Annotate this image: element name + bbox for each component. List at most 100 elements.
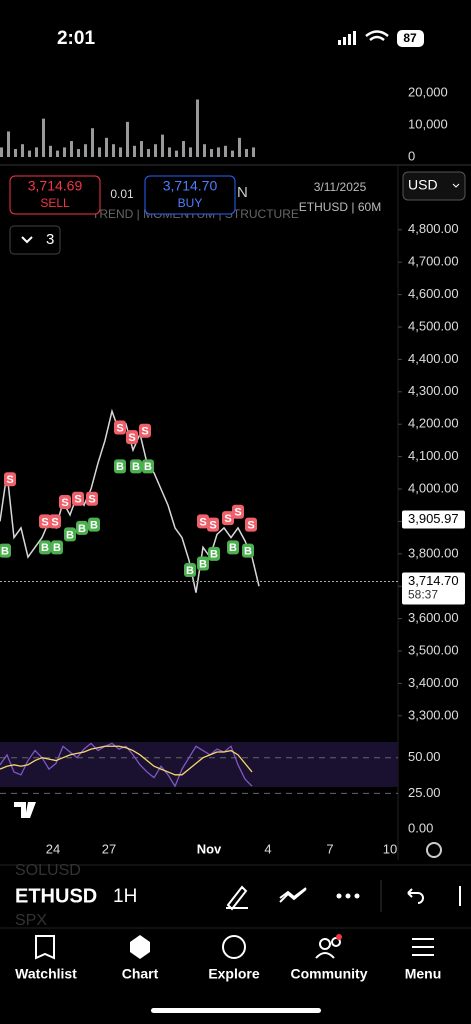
- battery: [397, 30, 424, 47]
- signal-label: B: [210, 549, 218, 561]
- signal-label: S: [234, 507, 241, 519]
- chart-icon[interactable]: [130, 935, 150, 959]
- settings-icon[interactable]: [426, 842, 442, 858]
- y-tick-label: 4,100.00: [408, 448, 459, 463]
- signal-marker: [86, 491, 98, 506]
- signal-label: B: [144, 461, 152, 473]
- symbol[interactable]: ETHUSD: [15, 885, 97, 907]
- tv-logo: [14, 802, 36, 818]
- y-tick-label: 3,600.00: [408, 610, 459, 625]
- clock: 2:01: [57, 28, 95, 49]
- volume-bar: [245, 149, 248, 157]
- x-tick-label: Nov: [197, 841, 222, 856]
- more-icon[interactable]: [336, 893, 360, 899]
- signal-label: S: [74, 494, 81, 506]
- signal-label: S: [61, 497, 68, 509]
- signal-label: B: [41, 542, 49, 554]
- signal-marker: [208, 546, 220, 561]
- signal-label: B: [66, 529, 74, 541]
- volume-bar: [238, 137, 241, 157]
- wifi-icon: [365, 30, 389, 41]
- signal-marker: [207, 517, 219, 532]
- y-tick-label: 50.00: [408, 749, 441, 764]
- home-indicator: [151, 1008, 321, 1013]
- volume-bar: [98, 147, 101, 157]
- signal-marker: [64, 527, 76, 542]
- signal-marker: [88, 517, 100, 532]
- volume-bar: [56, 150, 59, 157]
- countdown: 58:37: [408, 588, 438, 602]
- menu-icon[interactable]: [412, 938, 434, 956]
- indicator-toggle[interactable]: [9, 225, 61, 255]
- volume-bar: [189, 147, 192, 157]
- y-tick-label: 4,600.00: [408, 286, 459, 301]
- signal-label: S: [209, 520, 216, 532]
- x-tick-label: 7: [326, 841, 333, 856]
- signal-label: S: [141, 426, 148, 438]
- community-icon[interactable]: [315, 937, 341, 959]
- volume-bar: [133, 145, 136, 157]
- signal-label: S: [199, 516, 206, 528]
- signal-label: B: [199, 558, 207, 570]
- sell-price: 3,714.69: [28, 178, 83, 194]
- signal-marker: [242, 543, 254, 558]
- interval[interactable]: 1H: [113, 886, 137, 907]
- chevron: [21, 236, 33, 244]
- y-tick-label: 4,200.00: [408, 416, 459, 431]
- signal-marker: [114, 420, 126, 435]
- volume-bar: [42, 118, 45, 157]
- y-tick-label: 4,500.00: [408, 318, 459, 333]
- volume-bar: [224, 145, 227, 157]
- sell-button[interactable]: [9, 175, 101, 215]
- signal-label: S: [128, 432, 135, 444]
- signal-label: B: [53, 542, 61, 554]
- signal-label: S: [51, 516, 58, 528]
- nav-label[interactable]: Explore: [208, 966, 260, 982]
- nav-label[interactable]: Watchlist: [15, 966, 77, 982]
- buy-button[interactable]: [144, 175, 236, 215]
- nav-label[interactable]: Community: [291, 966, 368, 982]
- signal-marker: [197, 514, 209, 529]
- currency-select[interactable]: [402, 171, 466, 201]
- signal-marker: [0, 543, 11, 558]
- price-marker: [402, 572, 465, 605]
- volume-bar: [119, 147, 122, 157]
- signal-marker: [76, 520, 88, 535]
- signal-label: B: [132, 461, 140, 473]
- signal-marker: [130, 459, 142, 474]
- signal-label: B: [186, 565, 194, 577]
- explore-icon[interactable]: [222, 935, 246, 959]
- x-tick-label: 24: [46, 841, 60, 856]
- volume-bar: [77, 149, 80, 157]
- nav-label[interactable]: Menu: [405, 966, 442, 982]
- volume-bar: [35, 147, 38, 157]
- signal-marker: [197, 556, 209, 571]
- draw-icon[interactable]: [226, 885, 248, 911]
- notification-dot: [336, 934, 342, 940]
- price-marker: [402, 510, 465, 529]
- watchlist-icon[interactable]: [35, 935, 55, 960]
- volume-bar: [7, 131, 10, 157]
- indicator-name: N: [237, 184, 248, 201]
- indicator-icon[interactable]: [279, 887, 307, 903]
- signal-marker: [126, 430, 138, 445]
- nav-label[interactable]: Chart: [122, 966, 159, 982]
- currency: USD: [408, 177, 438, 193]
- signal-icon: [338, 31, 356, 45]
- signal-label: S: [224, 513, 231, 525]
- undo-icon[interactable]: [407, 888, 424, 904]
- volume-bar: [105, 137, 108, 157]
- price-marker-label: 3,714.70: [408, 573, 459, 588]
- signal-label: B: [116, 461, 124, 473]
- x-tick-label: 10: [383, 841, 397, 856]
- x-tick-label: 27: [102, 841, 116, 856]
- date: 3/11/2025: [314, 180, 367, 194]
- signal-marker: [39, 514, 51, 529]
- volume-bar: [84, 144, 87, 157]
- signal-marker: [114, 459, 126, 474]
- rsi-line: [0, 745, 253, 776]
- volume-bar: [126, 121, 129, 157]
- y-tick-label: 0.00: [408, 820, 433, 835]
- y-tick-label: 4,800.00: [408, 221, 459, 236]
